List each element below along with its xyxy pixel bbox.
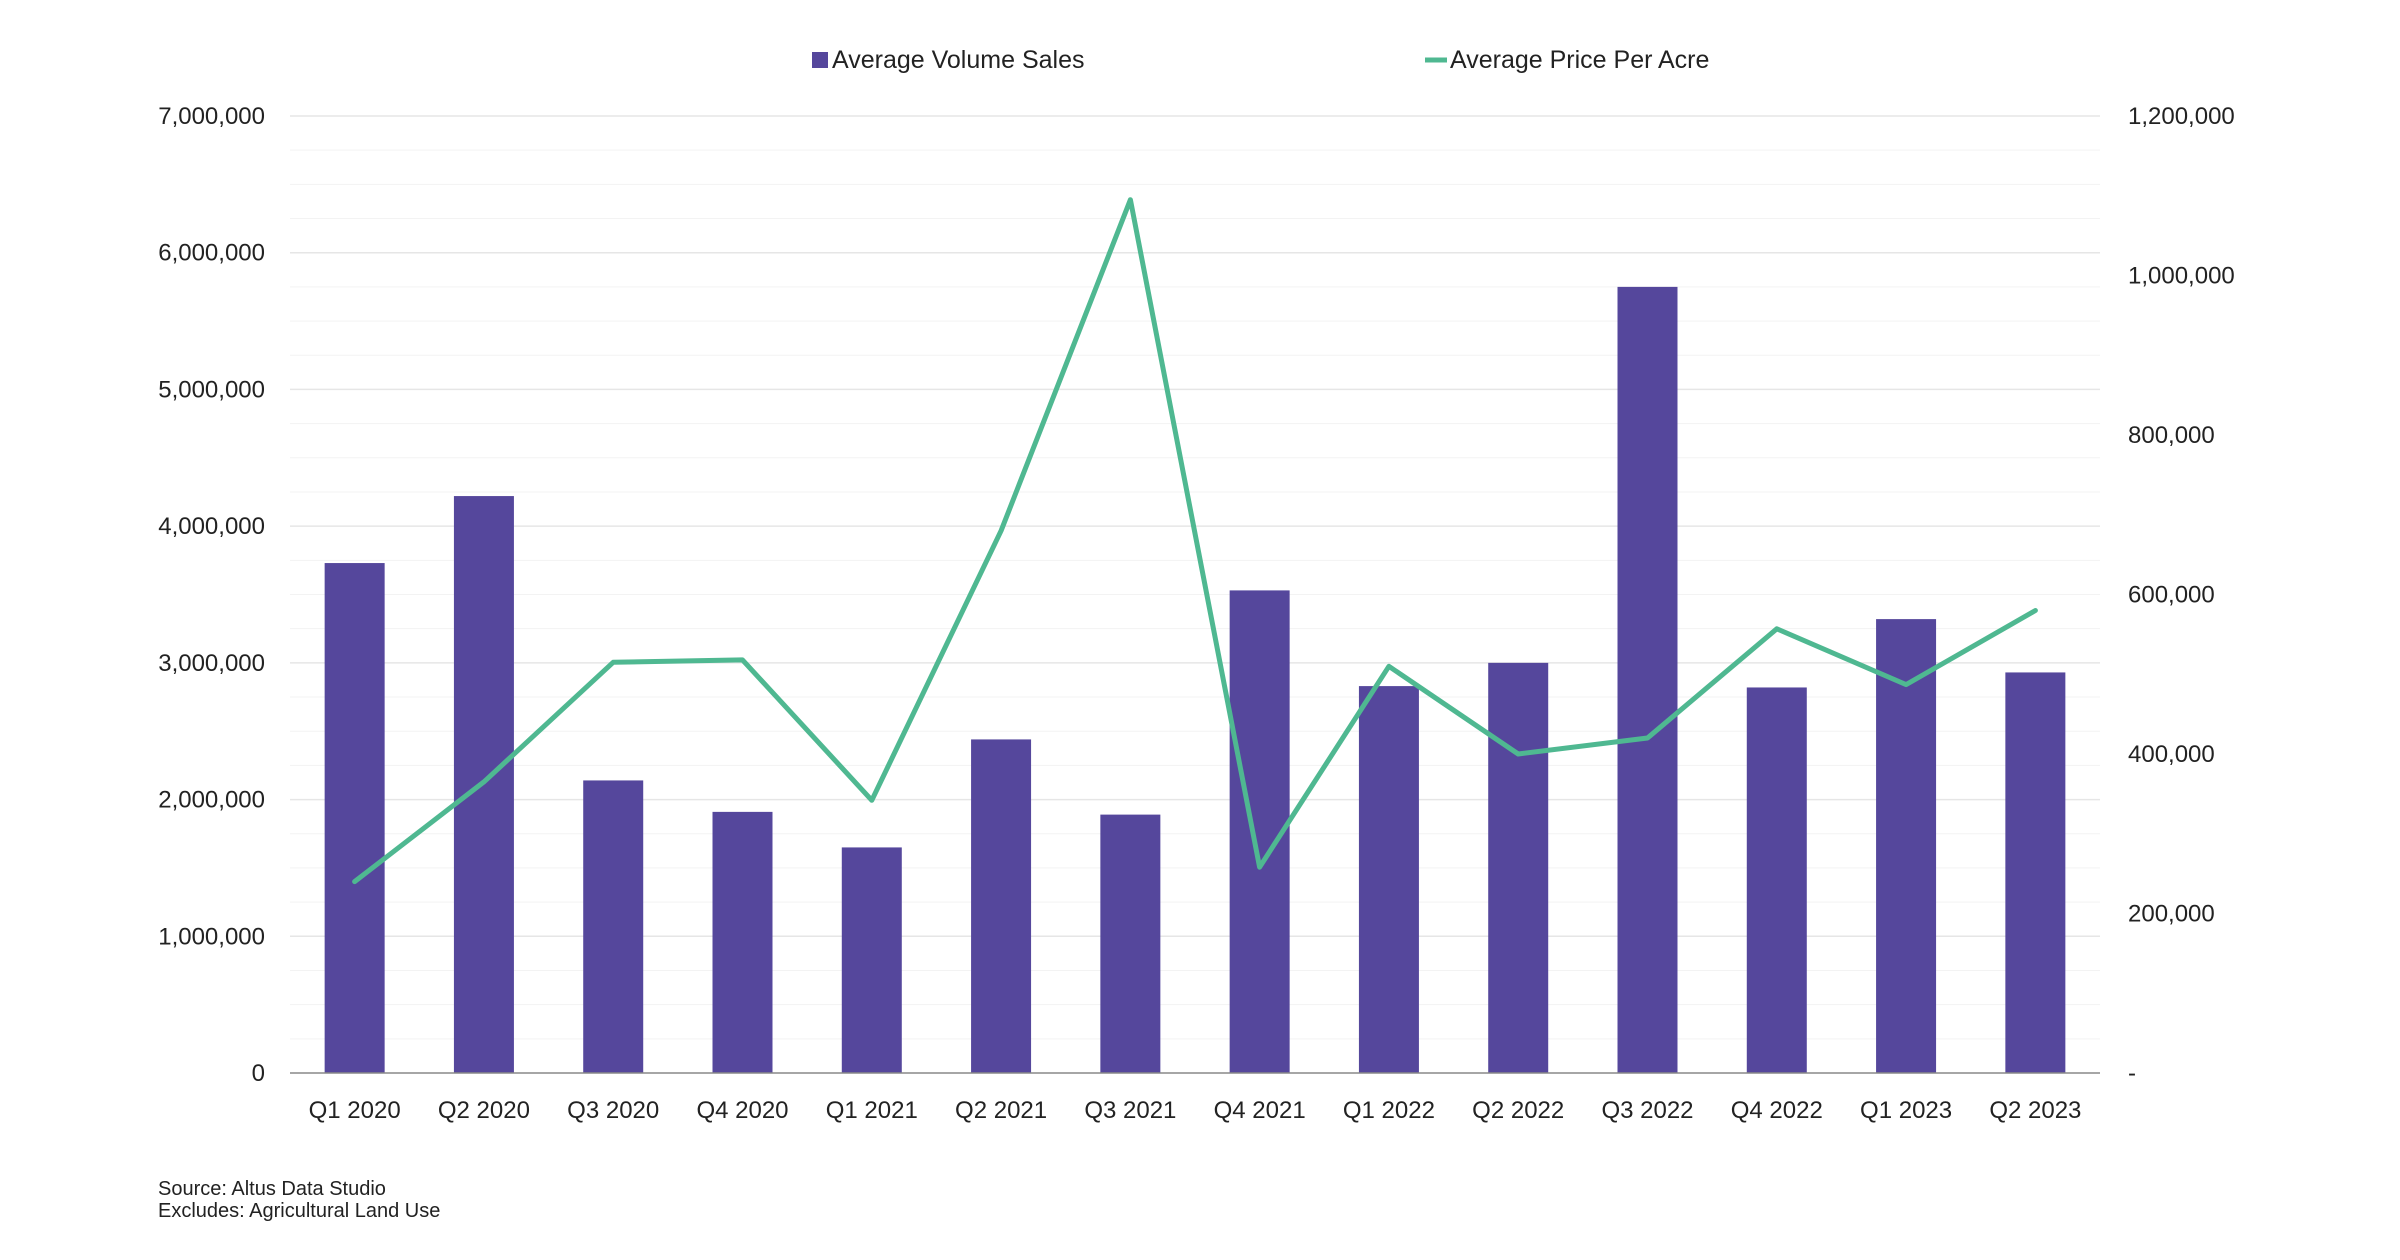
bar-q4-2022 (1746, 687, 1807, 1073)
price-point-q4-2022 (1776, 628, 1778, 630)
left-tick-label: 2,000,000 (158, 787, 265, 814)
x-tick-label: Q3 2021 (1084, 1097, 1176, 1124)
bar-q3-2020 (583, 780, 644, 1073)
left-tick-label: 1,000,000 (158, 923, 265, 950)
legend-label-volume: Average Volume Sales (832, 46, 1084, 74)
price-point-q2-2023 (2034, 609, 2036, 611)
right-tick-label: 600,000 (2128, 582, 2215, 609)
price-point-q4-2021 (1259, 866, 1261, 868)
volume-bars (324, 286, 2066, 1074)
bar-q3-2022 (1617, 286, 1678, 1074)
x-tick-label: Q1 2023 (1860, 1097, 1952, 1124)
price-point-q2-2021 (1000, 530, 1002, 532)
price-point-q3-2021 (1129, 199, 1131, 201)
x-axis: Q1 2020 Q2 2020 Q3 2020 Q4 2020 Q1 2021 Q2 20… (309, 1097, 2082, 1124)
legend-label-price: Average Price Per Acre (1450, 46, 1709, 74)
x-tick-label: Q2 2021 (955, 1097, 1047, 1124)
left-tick-label: 4,000,000 (158, 513, 265, 540)
legend-swatch-volume (812, 52, 828, 68)
right-tick-label: 1,200,000 (2128, 103, 2235, 130)
x-tick-label: Q2 2020 (438, 1097, 530, 1124)
right-tick-label: 200,000 (2128, 901, 2215, 928)
excludes-note: Excludes: Agricultural Land Use (158, 1200, 441, 1222)
right-tick-label: - (2128, 1060, 2136, 1087)
bar-q1-2021 (841, 847, 902, 1073)
left-y-axis: 0 1,000,000 2,000,000 3,000,000 4,000,000 5,0… (158, 103, 265, 1087)
x-tick-label: Q4 2022 (1731, 1097, 1823, 1124)
left-tick-label: 6,000,000 (158, 240, 265, 267)
bar-q1-2023 (1876, 619, 1937, 1073)
price-point-q1-2022 (1388, 665, 1390, 667)
bar-q1-2020 (324, 563, 385, 1073)
price-line (352, 197, 2038, 885)
x-tick-label: Q1 2021 (826, 1097, 918, 1124)
right-y-axis: - 200,000 400,000 600,000 800,000 1,000,000 1,… (2128, 103, 2235, 1087)
x-tick-label: Q4 2020 (696, 1097, 788, 1124)
price-point-q3-2020 (612, 661, 614, 663)
price-point-q1-2020 (354, 881, 356, 883)
left-tick-label: 0 (252, 1060, 265, 1087)
gridlines (290, 115, 2100, 1040)
bar-q1-2022 (1358, 686, 1419, 1073)
x-tick-label: Q2 2022 (1472, 1097, 1564, 1124)
legend: Average Volume Sales Average Price Per A… (812, 46, 1709, 74)
price-point-q1-2023 (1905, 684, 1907, 686)
bar-q2-2021 (971, 739, 1032, 1073)
bar-q2-2023 (2005, 672, 2066, 1073)
left-tick-label: 3,000,000 (158, 650, 265, 677)
x-tick-label: Q1 2022 (1343, 1097, 1435, 1124)
right-tick-label: 400,000 (2128, 741, 2215, 768)
price-point-q2-2020 (483, 781, 485, 783)
x-tick-label: Q4 2021 (1214, 1097, 1306, 1124)
x-tick-label: Q2 2023 (1989, 1097, 2081, 1124)
left-tick-label: 7,000,000 (158, 103, 265, 130)
price-point-q1-2021 (871, 799, 873, 801)
source-note: Source: Altus Data Studio (158, 1178, 386, 1200)
bar-q4-2020 (712, 811, 773, 1073)
right-tick-label: 1,000,000 (2128, 263, 2235, 290)
left-tick-label: 5,000,000 (158, 376, 265, 403)
bar-q2-2022 (1488, 662, 1549, 1073)
x-tick-label: Q3 2022 (1601, 1097, 1693, 1124)
price-line-layer (352, 197, 2038, 885)
x-tick-label: Q1 2020 (309, 1097, 401, 1124)
x-tick-label: Q3 2020 (567, 1097, 659, 1124)
price-point-q2-2022 (1517, 753, 1519, 755)
price-point-q4-2020 (742, 659, 743, 661)
right-tick-label: 800,000 (2128, 422, 2215, 449)
price-point-q3-2022 (1647, 737, 1648, 739)
bar-q3-2021 (1100, 814, 1161, 1073)
